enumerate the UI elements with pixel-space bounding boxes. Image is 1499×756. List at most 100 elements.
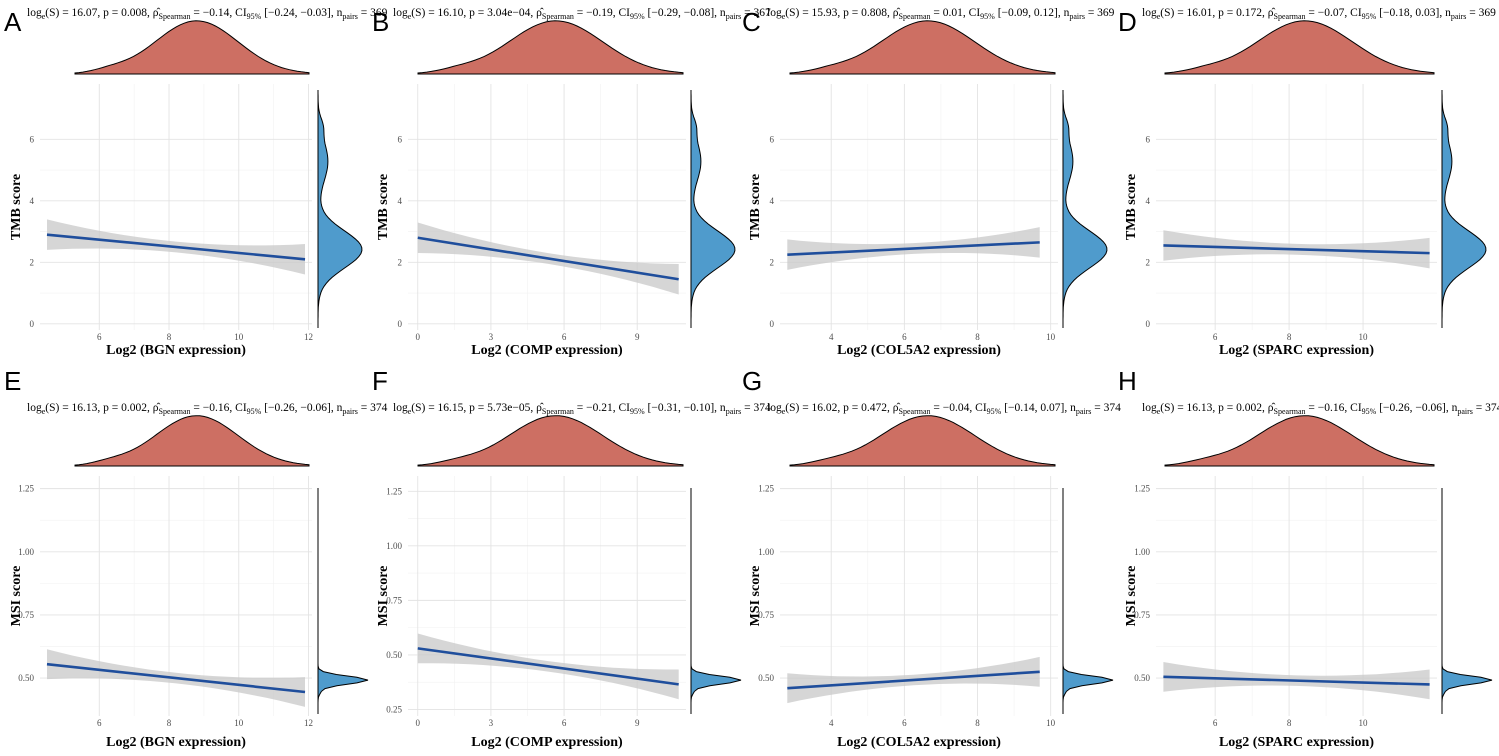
y-axis-title: TMB score	[1124, 174, 1139, 240]
x-tick-label: 8	[167, 332, 172, 342]
plot-area	[40, 84, 312, 330]
y-tick-label: 0	[30, 319, 35, 329]
x-tick-label: 6	[902, 718, 907, 728]
y-tick-label: 0	[1146, 319, 1151, 329]
y-tick-label: 0.75	[386, 595, 402, 605]
y-tick-label: 0	[770, 319, 775, 329]
plot-area	[408, 84, 686, 330]
x-tick-label: 12	[304, 718, 313, 728]
x-tick-label: 4	[829, 718, 834, 728]
y-tick-label: 4	[30, 196, 35, 206]
panel-letter: A	[4, 7, 22, 37]
y-tick-label: 0.75	[1134, 610, 1150, 620]
x-density	[1164, 415, 1435, 467]
x-density	[417, 20, 684, 75]
stats-subtitle: loge(S) = 16.10, p = 3.04e−04, ρ̂Spearma…	[393, 7, 771, 21]
x-axis-title: Log2 (SPARC expression)	[1219, 735, 1374, 750]
y-tick-label: 0.50	[386, 650, 402, 660]
y-tick-label: 1.00	[1134, 547, 1150, 557]
x-tick-label: 12	[304, 332, 313, 342]
y-tick-label: 4	[770, 196, 775, 206]
panel-letter: B	[372, 7, 389, 37]
y-density	[317, 90, 363, 328]
x-axis-title: Log2 (BGN expression)	[106, 343, 246, 358]
x-axis-title: Log2 (COMP expression)	[471, 735, 623, 750]
y-tick-label: 1.00	[758, 547, 774, 557]
x-axis-title: Log2 (COL5A2 expression)	[837, 735, 1001, 750]
y-density	[690, 90, 736, 328]
y-axis-title: MSI score	[1124, 566, 1139, 627]
panel-letter: E	[4, 366, 21, 396]
plot-background	[1156, 84, 1437, 330]
stats-subtitle: loge(S) = 16.13, p = 0.002, ρ̂Spearman =…	[27, 402, 388, 416]
y-tick-label: 1.25	[758, 484, 774, 494]
x-tick-label: 6	[1213, 332, 1218, 342]
x-tick-label: 10	[234, 332, 244, 342]
plot-area	[1156, 476, 1437, 716]
x-axis-title: Log2 (COL5A2 expression)	[837, 343, 1001, 358]
x-tick-label: 10	[234, 718, 244, 728]
y-axis-title: TMB score	[376, 174, 391, 240]
stats-subtitle: loge(S) = 16.07, p = 0.008, ρ̂Spearman =…	[27, 7, 388, 21]
y-tick-label: 1.00	[18, 547, 34, 557]
y-tick-label: 2	[770, 257, 775, 267]
y-tick-label: 0.25	[386, 704, 402, 714]
y-tick-label: 6	[770, 134, 775, 144]
panel-letter: H	[1118, 366, 1137, 396]
stats-subtitle: loge(S) = 15.93, p = 0.808, ρ̂Spearman =…	[767, 7, 1115, 21]
panel-letter: D	[1118, 7, 1137, 37]
x-tick-label: 9	[635, 718, 640, 728]
regression-line	[417, 236, 679, 281]
x-density	[74, 415, 310, 467]
y-density	[1062, 90, 1108, 328]
stats-subtitle: loge(S) = 16.13, p = 0.002, ρ̂Spearman =…	[1142, 402, 1499, 416]
y-density	[1062, 488, 1114, 714]
plot-area	[408, 476, 686, 716]
regression-line	[1163, 244, 1430, 255]
x-tick-label: 3	[489, 332, 494, 342]
x-density	[74, 20, 310, 75]
y-axis-title: TMB score	[9, 174, 24, 240]
x-tick-label: 0	[416, 332, 421, 342]
x-density	[789, 20, 1056, 75]
x-density	[417, 415, 684, 467]
plot-background	[780, 84, 1058, 330]
y-tick-label: 6	[398, 134, 403, 144]
stats-subtitle: loge(S) = 16.02, p = 0.472, ρ̂Spearman =…	[767, 402, 1121, 416]
x-tick-label: 6	[97, 718, 102, 728]
x-tick-label: 10	[1046, 718, 1056, 728]
x-density	[1164, 20, 1435, 75]
x-tick-label: 6	[902, 332, 907, 342]
plot-area	[780, 84, 1058, 330]
panel-letter: C	[742, 7, 761, 37]
x-tick-label: 6	[562, 332, 567, 342]
x-axis-title: Log2 (BGN expression)	[106, 735, 246, 750]
x-tick-label: 8	[975, 718, 980, 728]
x-tick-label: 9	[635, 332, 640, 342]
x-tick-label: 10	[1359, 718, 1369, 728]
y-density	[690, 488, 742, 714]
y-axis-title: TMB score	[748, 174, 763, 240]
y-tick-label: 6	[30, 134, 35, 144]
y-axis-title: MSI score	[376, 566, 391, 627]
y-tick-label: 6	[1146, 134, 1151, 144]
x-tick-label: 6	[97, 332, 102, 342]
regression-line	[787, 241, 1040, 256]
y-axis-title: MSI score	[9, 566, 24, 627]
x-tick-label: 8	[1287, 718, 1292, 728]
regression-line	[46, 233, 306, 261]
y-tick-label: 4	[1146, 196, 1151, 206]
x-tick-label: 10	[1046, 332, 1056, 342]
x-tick-label: 4	[829, 332, 834, 342]
x-tick-label: 8	[167, 718, 172, 728]
regression-line	[787, 670, 1040, 690]
y-density	[317, 488, 369, 714]
